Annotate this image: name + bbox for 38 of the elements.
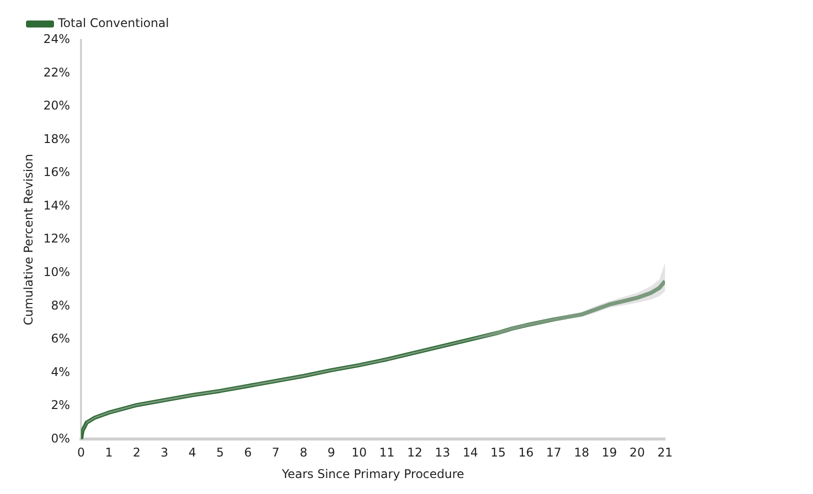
y-tick-label: 8%: [51, 298, 70, 312]
x-tick-label: 2: [132, 446, 141, 460]
y-tick-label: 0%: [51, 431, 70, 446]
x-tick-label: 1: [105, 446, 113, 460]
x-tick-label: 4: [188, 446, 196, 460]
y-tick-label: 6%: [51, 332, 70, 346]
y-tick-label: 20%: [43, 98, 70, 113]
x-tick-label: 20: [630, 446, 645, 460]
x-tick-label: 17: [546, 446, 562, 460]
legend-label: Total Conventional: [57, 16, 169, 30]
x-tick-label: 7: [272, 446, 280, 460]
x-tick-label: 3: [160, 446, 168, 460]
x-tick-label: 6: [244, 446, 252, 460]
x-tick-label: 14: [462, 446, 478, 460]
y-tick-label: 18%: [43, 132, 70, 146]
x-tick-label: 12: [407, 446, 422, 460]
x-tick-label: 5: [216, 446, 224, 460]
x-tick-label: 19: [602, 446, 618, 460]
x-tick-label: 9: [328, 446, 336, 460]
y-tick-label: 4%: [51, 364, 70, 379]
x-tick-label: 15: [490, 446, 506, 460]
x-tick-label: 13: [434, 446, 450, 460]
x-tick-label: 21: [657, 446, 673, 460]
y-tick-label: 2%: [51, 398, 70, 412]
y-axis-title: Cumulative Percent Revision: [21, 154, 36, 326]
x-tick-label: 10: [351, 446, 367, 460]
x-tick-label: 18: [574, 446, 590, 460]
x-tick-label: 0: [77, 446, 85, 460]
x-tick-label: 8: [300, 446, 308, 460]
y-tick-label: 22%: [43, 65, 70, 80]
x-tick-label: 11: [379, 446, 395, 460]
x-axis-title: Years Since Primary Procedure: [280, 466, 464, 481]
y-tick-label: 14%: [43, 198, 70, 212]
x-tick-label: 16: [518, 446, 534, 460]
y-tick-label: 12%: [43, 232, 70, 246]
y-tick-label: 24%: [43, 32, 70, 46]
y-tick-label: 16%: [43, 165, 70, 180]
y-tick-label: 10%: [43, 264, 70, 279]
